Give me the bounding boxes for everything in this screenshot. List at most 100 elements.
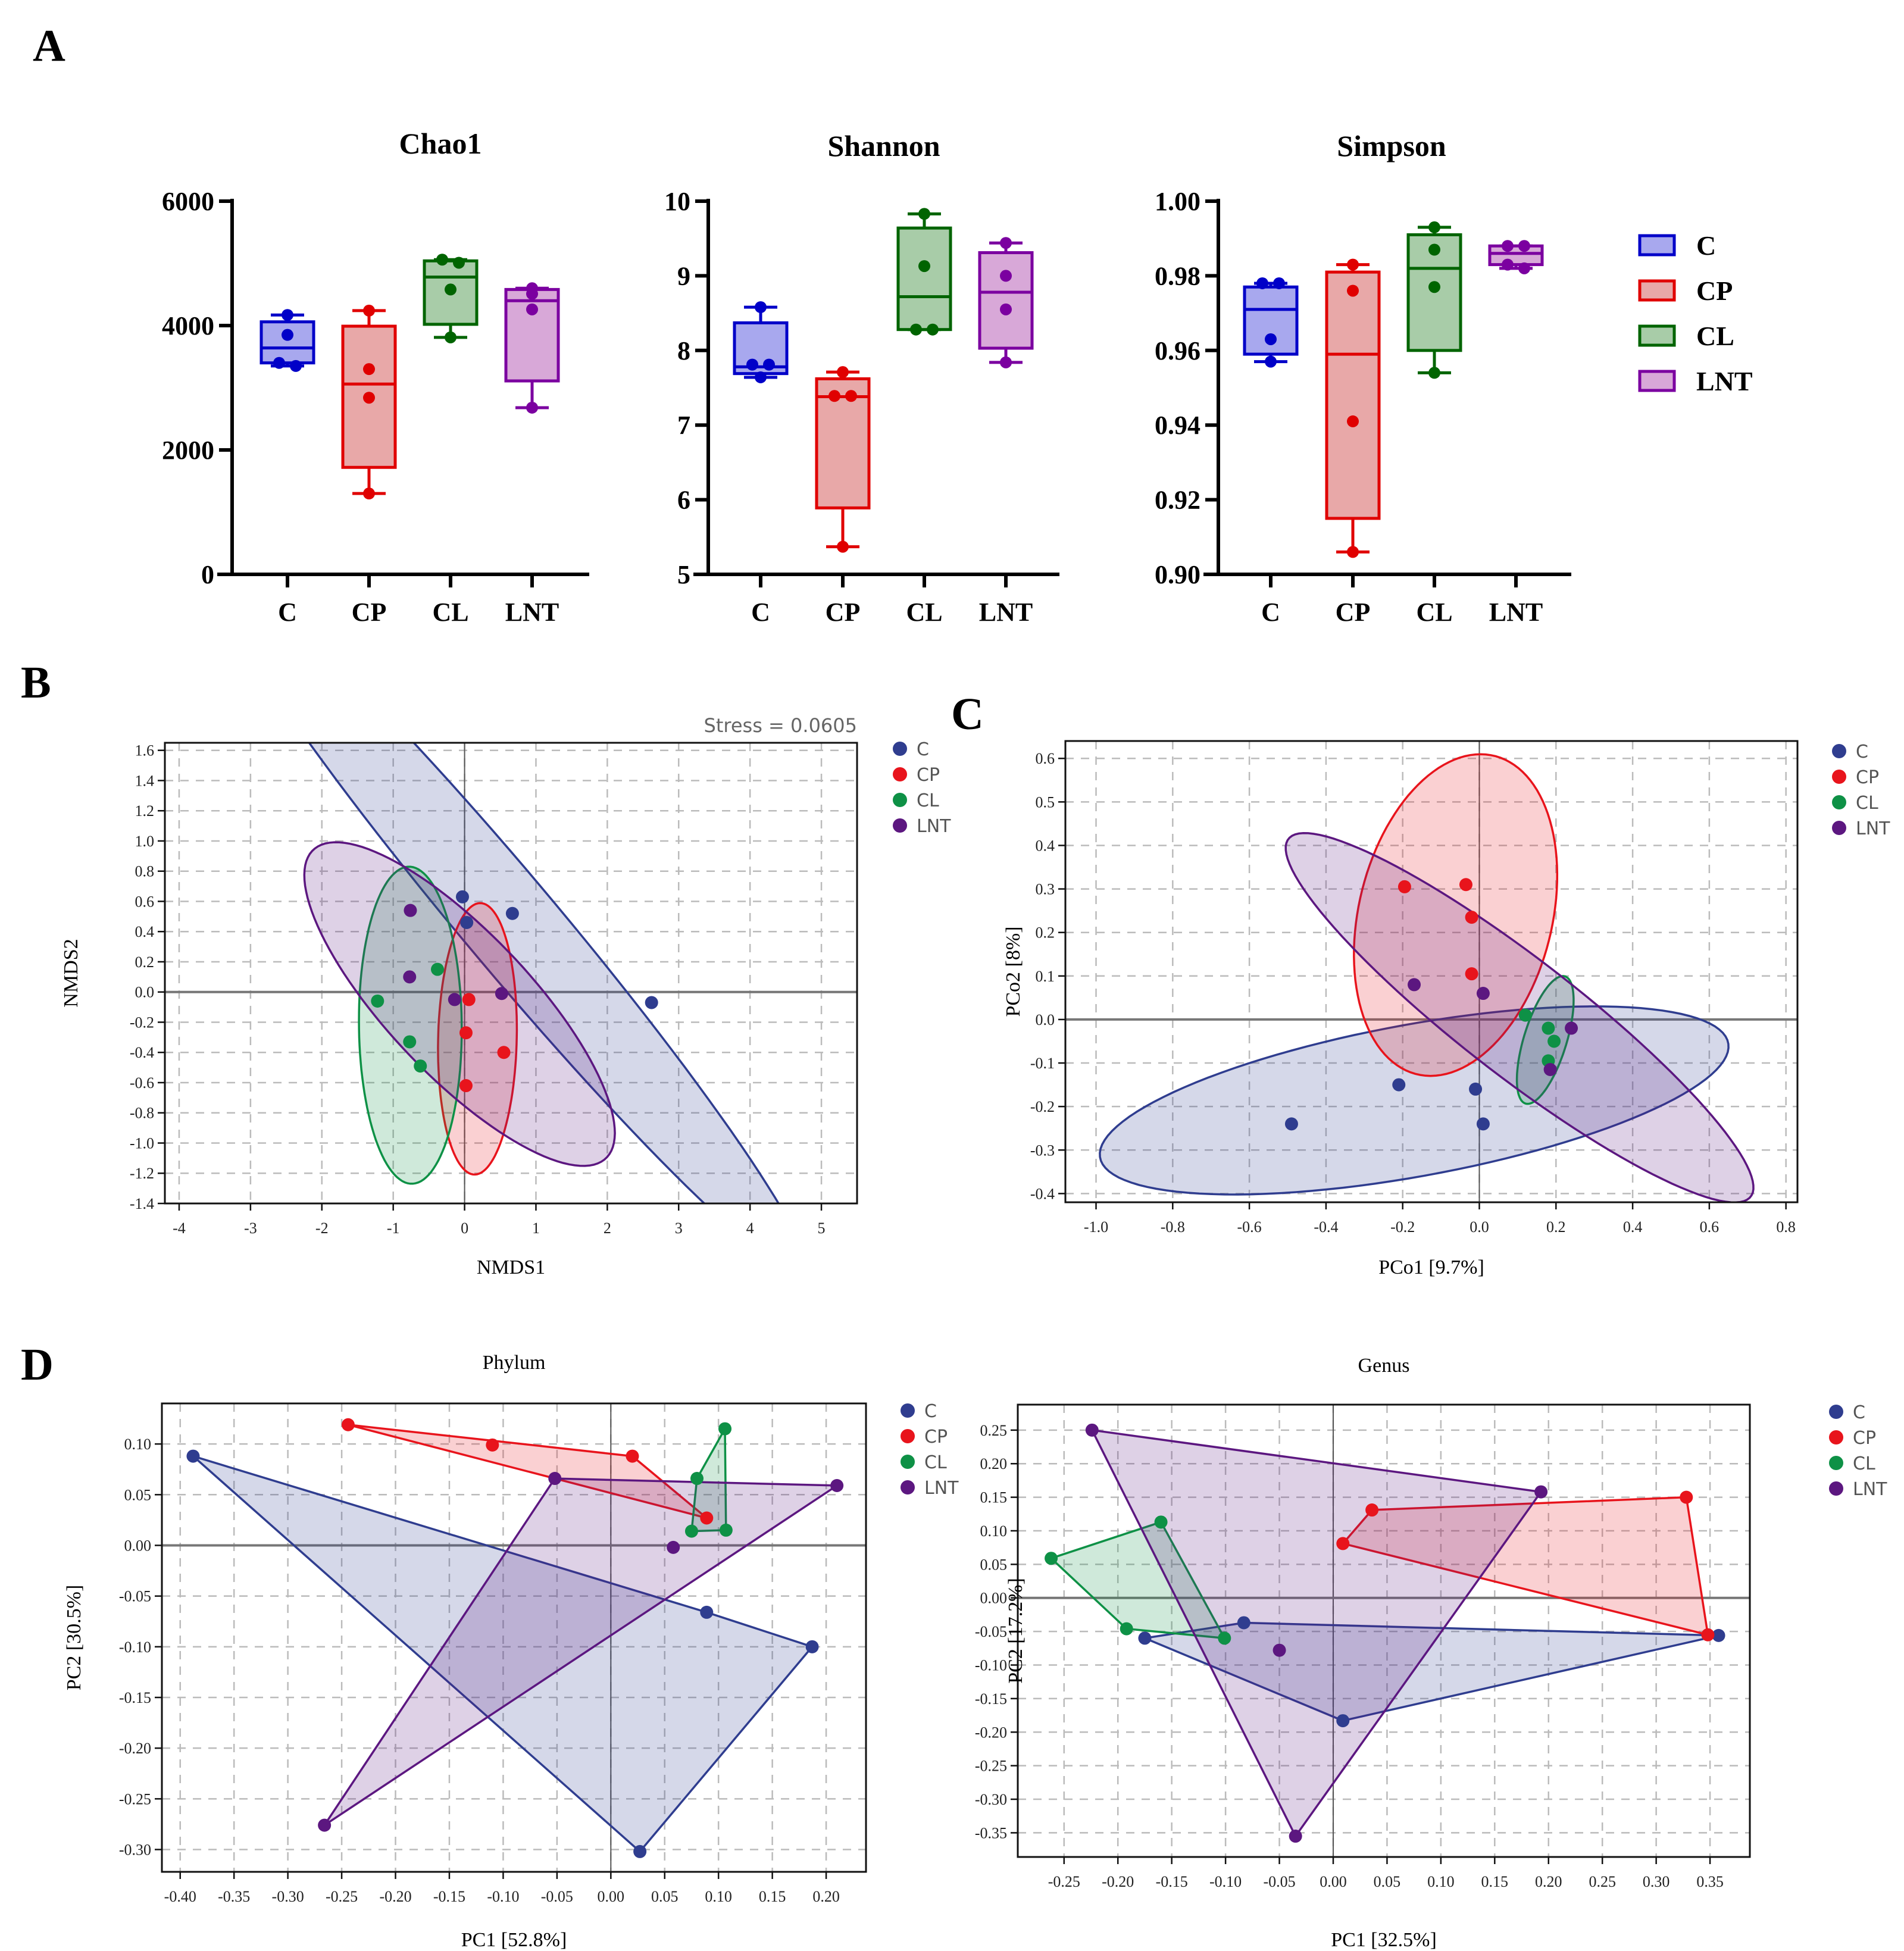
y-axis-label: PC2 [30.5%] bbox=[63, 1585, 85, 1691]
legend-item-CL: CL bbox=[901, 1452, 947, 1473]
point-C bbox=[1392, 1078, 1406, 1092]
y-tick-label: 6000 bbox=[162, 187, 214, 216]
x-tick-label: C bbox=[1261, 598, 1280, 627]
y-tick-label: -0.3 bbox=[1030, 1142, 1055, 1159]
point-C bbox=[805, 1640, 819, 1653]
legend-swatch bbox=[1638, 279, 1676, 302]
legend-item-C: C bbox=[901, 1401, 937, 1422]
legend-item-C: C bbox=[893, 739, 929, 760]
y-tick-label: 0 bbox=[201, 560, 214, 589]
x-tick-label: -0.20 bbox=[1102, 1873, 1134, 1890]
y-tick-label: -0.35 bbox=[975, 1824, 1007, 1841]
point-CP bbox=[497, 1046, 511, 1059]
y-tick-label: 0.6 bbox=[1036, 750, 1055, 767]
point-LNT bbox=[1408, 978, 1421, 992]
ellipse-CL bbox=[1515, 975, 1575, 1105]
x-tick-label: -4 bbox=[173, 1220, 186, 1237]
shannon-title: Shannon bbox=[827, 129, 940, 162]
y-tick-label: -0.25 bbox=[975, 1758, 1007, 1775]
point-C bbox=[505, 906, 519, 920]
x-tick-label: -0.4 bbox=[1314, 1218, 1338, 1236]
data-point bbox=[1502, 240, 1514, 252]
y-tick-label: -0.30 bbox=[975, 1791, 1007, 1808]
x-tick-label: -0.05 bbox=[1263, 1873, 1295, 1890]
y-axis-label: PC2 [17.2%] bbox=[1005, 1578, 1027, 1684]
y-tick-label: 0.1 bbox=[1036, 968, 1055, 985]
point-CP bbox=[1397, 880, 1411, 893]
x-tick-label: -2 bbox=[315, 1220, 329, 1237]
legend-item-C: C bbox=[1829, 1402, 1865, 1423]
point-CL bbox=[718, 1422, 732, 1436]
shannon-boxplot: Shannon 5 6 7 8 9 10 C CP CL LNT bbox=[664, 129, 1059, 627]
pca-phylum-plot: -0.40 -0.35 -0.30 -0.25 -0.20 -0.15 -0.10 -0.05… bbox=[63, 1352, 959, 1951]
point-C bbox=[460, 915, 474, 929]
legend-marker bbox=[1829, 1430, 1843, 1445]
legend-marker bbox=[901, 1455, 915, 1469]
y-tick-label: -0.05 bbox=[975, 1623, 1007, 1640]
x-tick-label: 1 bbox=[532, 1220, 540, 1237]
point-CL bbox=[1045, 1552, 1058, 1565]
iqr-box bbox=[896, 226, 952, 332]
x-tick-label: -0.10 bbox=[1209, 1873, 1242, 1890]
point-CL bbox=[719, 1523, 733, 1537]
point-C bbox=[633, 1844, 647, 1858]
point-CP bbox=[626, 1449, 639, 1463]
y-tick-label: 0.92 bbox=[1155, 486, 1200, 515]
y-tick-label: 1.6 bbox=[135, 742, 155, 759]
x-tick-label: -0.35 bbox=[218, 1888, 250, 1905]
x-tick-label: 0.6 bbox=[1700, 1218, 1719, 1236]
y-tick-label: -0.4 bbox=[1030, 1185, 1055, 1202]
legend-label: CP bbox=[1856, 767, 1879, 788]
legend-label: LNT bbox=[1853, 1479, 1887, 1500]
ellipse-LNT bbox=[303, 841, 616, 1167]
legend-item-CL: CL bbox=[893, 790, 939, 811]
x-tick-label: 0.15 bbox=[1481, 1873, 1509, 1890]
legend-marker bbox=[901, 1403, 915, 1418]
chao1-title: Chao1 bbox=[399, 127, 482, 160]
y-tick-label: 0.10 bbox=[124, 1436, 152, 1453]
point-LNT bbox=[448, 993, 461, 1006]
legend-marker bbox=[893, 818, 907, 833]
point-CP bbox=[1680, 1490, 1693, 1504]
box-CL bbox=[423, 254, 479, 343]
data-point bbox=[755, 301, 767, 314]
legend-item-LNT: LNT bbox=[901, 1478, 959, 1499]
legend-item-CL: CL bbox=[1829, 1453, 1875, 1474]
y-tick-label: -0.05 bbox=[119, 1588, 151, 1605]
x-tick-label: C bbox=[278, 598, 297, 627]
stress-annotation: Stress = 0.0605 bbox=[704, 714, 857, 737]
box-C bbox=[1243, 277, 1299, 368]
point-CL bbox=[431, 962, 445, 976]
y-tick-label: -1.4 bbox=[130, 1195, 154, 1212]
y-tick-label: -0.15 bbox=[975, 1690, 1007, 1708]
point-CL bbox=[1154, 1515, 1168, 1529]
y-tick-label: 0.0 bbox=[1036, 1011, 1055, 1028]
legend-marker bbox=[1829, 1481, 1843, 1496]
data-point bbox=[755, 371, 767, 383]
y-tick-label: 4000 bbox=[162, 311, 214, 340]
data-point bbox=[436, 254, 448, 266]
point-C bbox=[700, 1605, 714, 1619]
data-point bbox=[1347, 546, 1359, 558]
point-LNT bbox=[1565, 1021, 1578, 1035]
y-axis-label: NMDS2 bbox=[60, 939, 82, 1007]
legend-item-C: C bbox=[1638, 230, 1716, 261]
data-point bbox=[1265, 333, 1277, 345]
point-CP bbox=[459, 1026, 473, 1040]
point-CP bbox=[486, 1438, 499, 1452]
box-LNT bbox=[978, 237, 1034, 368]
point-C bbox=[455, 890, 469, 903]
y-tick-label: 0.98 bbox=[1155, 261, 1200, 290]
legend-marker bbox=[1832, 821, 1846, 835]
point-LNT bbox=[404, 903, 417, 917]
data-point bbox=[837, 366, 849, 379]
box-CL bbox=[896, 208, 952, 336]
legend-label: LNT bbox=[924, 1478, 959, 1499]
point-LNT bbox=[548, 1472, 562, 1486]
x-tick-label: CL bbox=[906, 598, 942, 627]
x-tick-label: CP bbox=[826, 598, 861, 627]
legend-item-CP: CP bbox=[901, 1427, 948, 1447]
group-shapes bbox=[303, 743, 780, 1203]
legend-marker bbox=[901, 1480, 915, 1494]
ellipse-CP bbox=[1353, 753, 1559, 1077]
